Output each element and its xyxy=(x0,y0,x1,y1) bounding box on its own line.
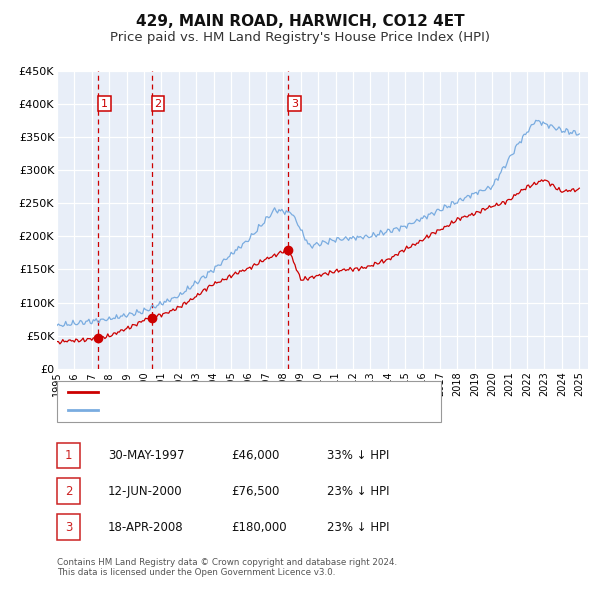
Text: £76,500: £76,500 xyxy=(231,485,280,498)
Text: 3: 3 xyxy=(65,521,72,534)
Text: 2: 2 xyxy=(154,99,161,109)
Text: Contains HM Land Registry data © Crown copyright and database right 2024.
This d: Contains HM Land Registry data © Crown c… xyxy=(57,558,397,577)
Text: 1: 1 xyxy=(101,99,108,109)
Text: 33% ↓ HPI: 33% ↓ HPI xyxy=(327,449,389,462)
Text: 429, MAIN ROAD, HARWICH, CO12 4ET: 429, MAIN ROAD, HARWICH, CO12 4ET xyxy=(136,14,464,30)
Text: HPI: Average price, detached house, Tendring: HPI: Average price, detached house, Tend… xyxy=(104,405,353,415)
Text: 18-APR-2008: 18-APR-2008 xyxy=(108,521,184,534)
Text: 3: 3 xyxy=(291,99,298,109)
Text: Price paid vs. HM Land Registry's House Price Index (HPI): Price paid vs. HM Land Registry's House … xyxy=(110,31,490,44)
Text: 30-MAY-1997: 30-MAY-1997 xyxy=(108,449,185,462)
Text: 12-JUN-2000: 12-JUN-2000 xyxy=(108,485,182,498)
Text: 1: 1 xyxy=(65,449,72,462)
Text: 2: 2 xyxy=(65,485,72,498)
Text: 429, MAIN ROAD, HARWICH, CO12 4ET (detached house): 429, MAIN ROAD, HARWICH, CO12 4ET (detac… xyxy=(104,387,415,397)
Text: 23% ↓ HPI: 23% ↓ HPI xyxy=(327,485,389,498)
Text: 23% ↓ HPI: 23% ↓ HPI xyxy=(327,521,389,534)
Text: £180,000: £180,000 xyxy=(231,521,287,534)
Text: £46,000: £46,000 xyxy=(231,449,280,462)
